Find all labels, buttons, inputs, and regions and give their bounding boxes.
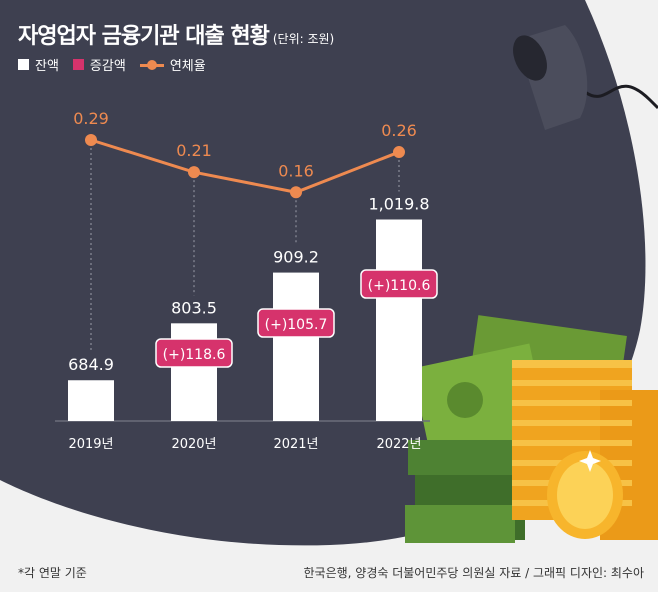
legend-label-balance: 잔액 (35, 59, 59, 74)
delinquency-line (90, 138, 400, 194)
delinquency-value-label: 0.26 (381, 121, 417, 140)
legend-swatch-increase (72, 59, 84, 70)
footnote: *각 연말 기준 (18, 566, 87, 580)
legend-item-increase: 증감액 (72, 55, 126, 74)
delinquency-point (85, 134, 97, 146)
page-title: 자영업자 금융기관 대출 현황 (단위: 조원) (18, 18, 334, 50)
legend-item-delinquency: 연체율 (139, 55, 206, 74)
increase-badge (257, 308, 335, 338)
bar-value-label: 1,019.8 (368, 194, 429, 213)
legend-swatch-balance (18, 59, 29, 70)
x-tick-label: 2022년 (376, 437, 421, 452)
bar-value-label: 684.9 (68, 355, 114, 374)
unit-label: (단위: 조원) (272, 32, 335, 46)
legend: 잔액 증감액 연체율 (18, 55, 220, 74)
bar-value-label: 803.5 (171, 298, 217, 317)
x-tick-label: 2019년 (68, 437, 113, 452)
increase-value-label: (+)110.6 (368, 278, 431, 294)
bar-balance (171, 323, 217, 421)
x-tick-label: 2020년 (171, 437, 216, 452)
bar-value-label: 909.2 (273, 248, 319, 267)
legend-label-increase: 증감액 (89, 59, 126, 74)
bar-balance (68, 380, 114, 421)
delinquency-point (290, 186, 302, 199)
legend-swatch-delinquency (139, 59, 164, 71)
x-tick-label: 2021년 (273, 437, 318, 452)
chart-layer: 684.9 2019년 803.5 2020년 909.2 2021년 1,019.8 202… (68, 109, 438, 452)
delinquency-value-label: 0.29 (73, 109, 109, 128)
increase-badge (155, 338, 233, 368)
bar-balance (376, 219, 422, 421)
title-text: 자영업자 금융기관 대출 현황 (18, 24, 270, 49)
increase-value-label: (+)118.6 (163, 347, 226, 363)
increase-value-label: (+)105.7 (265, 317, 328, 333)
legend-item-balance: 잔액 (18, 55, 59, 74)
delinquency-point (393, 146, 405, 159)
plug-decoration (513, 25, 658, 130)
delinquency-value-label: 0.21 (176, 141, 212, 160)
source-credit: 한국은행, 양경숙 더불어민주당 의원실 자료 / 그래픽 디자인: 최수아 (303, 566, 645, 580)
increase-badge (360, 269, 438, 299)
bar-balance (273, 272, 319, 421)
legend-label-delinquency: 연체율 (169, 59, 206, 74)
money-decoration (405, 315, 658, 543)
delinquency-point (188, 166, 200, 179)
delinquency-value-label: 0.16 (278, 161, 314, 180)
